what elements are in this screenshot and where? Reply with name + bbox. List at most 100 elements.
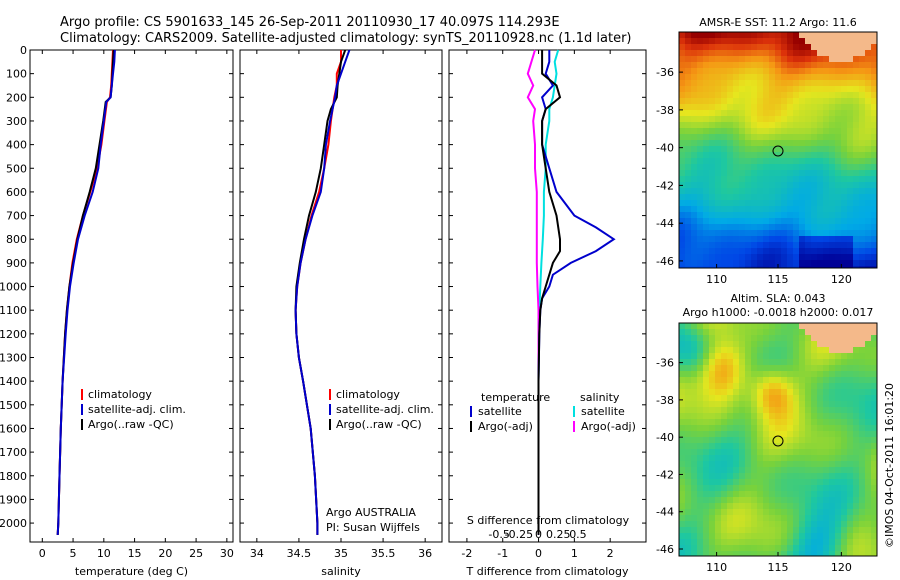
map-cell	[799, 443, 805, 449]
map-cell	[769, 341, 775, 347]
map-cell	[769, 176, 775, 182]
top-tick-label: -0.25	[505, 528, 533, 541]
map-cell	[829, 323, 835, 329]
map-cell	[709, 56, 715, 62]
map-cell	[757, 329, 763, 335]
map-cell	[841, 551, 847, 556]
map-cell	[817, 413, 823, 419]
map-cell	[703, 353, 709, 359]
map-cell	[817, 509, 823, 515]
map-cell	[721, 176, 727, 182]
map-cell	[727, 407, 733, 413]
map-cell	[853, 437, 859, 443]
map-cell	[709, 377, 715, 383]
map-cell	[823, 158, 829, 164]
map-cell	[799, 419, 805, 425]
map-cell	[781, 485, 787, 491]
map-cell	[769, 407, 775, 413]
map-cell	[787, 176, 793, 182]
map-cell	[775, 497, 781, 503]
map-cell	[835, 485, 841, 491]
map-cell	[781, 104, 787, 110]
map-cell	[841, 236, 847, 242]
map-cell	[751, 104, 757, 110]
map-cell	[763, 389, 769, 395]
map-cell	[727, 551, 733, 556]
map-cell	[835, 62, 841, 68]
map-cell	[805, 521, 811, 527]
map-cell	[757, 206, 763, 212]
map-cell	[799, 146, 805, 152]
map-cell	[811, 266, 817, 268]
map-cell	[811, 200, 817, 206]
map-cell	[787, 230, 793, 236]
map-cell	[871, 329, 877, 335]
map-cell	[685, 194, 691, 200]
map-cell	[727, 401, 733, 407]
map-cell	[841, 44, 847, 50]
map-cell	[859, 254, 865, 260]
map-cell	[739, 539, 745, 545]
map-cell	[775, 248, 781, 254]
map-cell	[781, 50, 787, 56]
map-cell	[847, 479, 853, 485]
map-cell	[841, 359, 847, 365]
x-tick-label: 34.5	[287, 547, 312, 560]
map-cell	[757, 395, 763, 401]
map-cell	[733, 224, 739, 230]
map-cell	[697, 461, 703, 467]
map-cell	[853, 68, 859, 74]
map-cell	[841, 401, 847, 407]
map-cell	[745, 32, 751, 38]
map-cell	[733, 38, 739, 44]
map-cell	[841, 329, 847, 335]
map-cell	[739, 533, 745, 539]
map-cell	[865, 353, 871, 359]
map-cell	[841, 545, 847, 551]
map-cell	[829, 377, 835, 383]
map-cell	[739, 68, 745, 74]
x-tick-label: 35.5	[371, 547, 396, 560]
map-cell	[817, 140, 823, 146]
map-cell	[871, 164, 877, 170]
map-cell	[829, 473, 835, 479]
map-cell	[697, 50, 703, 56]
map-cell	[841, 128, 847, 134]
map-cell	[733, 266, 739, 268]
map-cell	[733, 194, 739, 200]
map-cell	[715, 152, 721, 158]
map-cell	[817, 248, 823, 254]
map-cell	[727, 443, 733, 449]
map-cell	[817, 545, 823, 551]
map-cell	[727, 92, 733, 98]
map-cell	[691, 407, 697, 413]
map-cell	[715, 485, 721, 491]
map-cell	[823, 182, 829, 188]
map-cell	[865, 104, 871, 110]
map-cell	[775, 146, 781, 152]
map-cell	[817, 467, 823, 473]
map-cell	[727, 509, 733, 515]
map-cell	[829, 86, 835, 92]
map-cell	[733, 92, 739, 98]
map-cell	[685, 353, 691, 359]
map-cell	[679, 449, 685, 455]
map-cell	[685, 341, 691, 347]
map-cell	[685, 443, 691, 449]
map-cell	[733, 170, 739, 176]
map-x-tick-label: 120	[831, 273, 852, 286]
map-cell	[691, 389, 697, 395]
map-cell	[721, 194, 727, 200]
map-cell	[787, 104, 793, 110]
map-cell	[805, 224, 811, 230]
map-cell	[733, 188, 739, 194]
map-cell	[787, 347, 793, 353]
map-cell	[757, 164, 763, 170]
map-cell	[817, 170, 823, 176]
map-cell	[775, 254, 781, 260]
map-cell	[721, 86, 727, 92]
map-cell	[745, 194, 751, 200]
map-cell	[769, 104, 775, 110]
map-cell	[769, 134, 775, 140]
map-cell	[739, 413, 745, 419]
